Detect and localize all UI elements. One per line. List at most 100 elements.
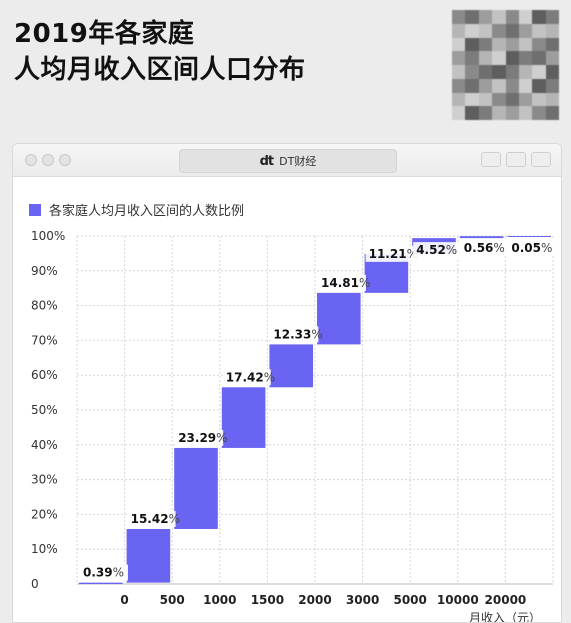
data-label-bg	[318, 274, 366, 291]
y-tick-label: 80%	[31, 299, 58, 313]
waterfall-bar	[269, 344, 313, 388]
data-label-text: 0.56%	[464, 241, 505, 255]
data-label-unit: %	[216, 431, 227, 445]
data-label-value: 11.21	[369, 247, 407, 261]
data-label-unit: %	[169, 512, 180, 526]
data-label-value: 12.33	[273, 327, 311, 341]
window-controls	[25, 154, 71, 166]
y-tick-label: 30%	[31, 473, 58, 487]
data-label-text: 23.29%	[178, 431, 227, 445]
data-label-value: 14.81	[321, 276, 359, 290]
x-tick-label: 1500	[251, 593, 284, 607]
waterfall-chart: 0 10% 20% 30% 40% 50% 60% 70% 80% 90% 100% 0 500 1000…	[31, 229, 557, 622]
data-label-bg	[508, 240, 557, 256]
minimize-dot-icon[interactable]	[42, 154, 54, 166]
y-tick-label: 50%	[31, 403, 58, 417]
tab-title: DT财经	[279, 155, 317, 168]
waterfall-bar	[317, 292, 361, 345]
data-label-unit: %	[541, 241, 552, 255]
data-label-bg	[365, 245, 414, 262]
y-tick-label: 90%	[31, 264, 58, 278]
data-label: 0.39%	[80, 564, 128, 581]
headline: 2019年各家庭 人均月收入区间人口分布	[14, 16, 306, 88]
data-label: 11.21%	[365, 245, 418, 262]
x-tick-label: 2000	[298, 593, 331, 607]
y-tick-label: 100%	[31, 229, 65, 243]
browser-window: dt DT财经 各家庭人均月收入区间的人数比例 0 10% 20% 30% 40% 50%…	[12, 143, 562, 623]
data-label-text: 17.42%	[226, 370, 275, 384]
data-label-value: 17.42	[226, 370, 264, 384]
data-label-text: 12.33%	[273, 327, 322, 341]
x-axis-label: 月收入（元）	[469, 611, 541, 622]
close-dot-icon[interactable]	[25, 154, 37, 166]
window-button-2-icon[interactable]	[506, 152, 526, 167]
legend-swatch	[29, 203, 41, 216]
x-tick-label: 3000	[346, 593, 379, 607]
waterfall-bar	[507, 236, 551, 237]
data-label: 0.05%	[508, 240, 557, 256]
window-titlebar: dt DT财经	[13, 144, 561, 177]
waterfall-bar	[459, 236, 504, 239]
x-tick-label: 5000	[393, 593, 426, 607]
data-label-text: 0.05%	[511, 241, 552, 255]
maximize-dot-icon[interactable]	[59, 154, 71, 166]
legend-label: 各家庭人均月收入区间的人数比例	[49, 204, 245, 219]
data-label-unit: %	[359, 276, 370, 290]
data-label-text: 14.81%	[321, 276, 370, 290]
dt-logo-icon: dt	[259, 153, 274, 169]
waterfall-bar	[221, 387, 266, 448]
y-tick-label: 0	[31, 577, 39, 591]
data-label-bg	[80, 564, 128, 581]
data-label-value: 4.52	[416, 243, 446, 257]
headline-line-1: 2019年各家庭	[14, 19, 195, 49]
y-tick-label: 20%	[31, 507, 58, 521]
x-tick-label: 1000	[203, 593, 236, 607]
data-label-text: 11.21%	[369, 247, 418, 261]
window-button-3-icon[interactable]	[531, 152, 551, 167]
data-label-unit: %	[113, 566, 124, 580]
data-label: 0.56%	[460, 240, 509, 257]
x-tick-label: 0	[120, 593, 128, 607]
data-label: 12.33%	[270, 326, 323, 343]
x-tick-label: 20000	[485, 593, 527, 607]
data-label: 4.52%	[413, 242, 462, 259]
tab-dt-caijing[interactable]: dt DT财经	[179, 149, 397, 173]
data-label-bg	[127, 510, 176, 527]
data-label-unit: %	[264, 370, 275, 384]
chart-legend: 各家庭人均月收入区间的人数比例	[29, 200, 244, 219]
x-tick-label: 10000	[437, 593, 479, 607]
window-buttons	[481, 152, 551, 167]
window-button-1-icon[interactable]	[481, 152, 501, 167]
data-label-bg	[460, 240, 509, 257]
data-label: 14.81%	[318, 274, 370, 291]
headline-line-2: 人均月收入区间人口分布	[14, 55, 306, 85]
data-label-bg	[413, 242, 462, 259]
waterfall-bar	[79, 582, 123, 584]
data-label: 17.42%	[222, 369, 275, 386]
waterfall-bar	[126, 528, 171, 583]
data-label-value: 15.42	[131, 512, 169, 526]
data-label-value: 23.29	[178, 431, 216, 445]
data-label-bg	[175, 429, 224, 446]
y-tick-label: 70%	[31, 333, 58, 347]
y-tick-label: 40%	[31, 438, 58, 452]
data-label-unit: %	[311, 327, 322, 341]
data-label-unit: %	[493, 241, 504, 255]
x-tick-label: 500	[160, 593, 185, 607]
waterfall-bar	[174, 447, 218, 529]
data-label-value: 0.05	[511, 241, 541, 255]
data-label-unit: %	[446, 243, 457, 257]
data-label-value: 0.56	[464, 241, 494, 255]
data-label-unit: %	[407, 247, 418, 261]
y-tick-label: 60%	[31, 368, 58, 382]
data-label-value: 0.39	[83, 566, 113, 580]
data-label: 23.29%	[175, 429, 228, 446]
data-label-text: 0.39%	[83, 566, 124, 580]
data-label: 15.42%	[127, 510, 180, 527]
qr-code-image	[452, 10, 559, 120]
data-label-text: 4.52%	[416, 243, 457, 257]
data-label-bg	[222, 369, 271, 386]
data-label-text: 15.42%	[131, 512, 180, 526]
y-tick-label: 10%	[31, 542, 58, 556]
data-label-bg	[270, 326, 319, 343]
